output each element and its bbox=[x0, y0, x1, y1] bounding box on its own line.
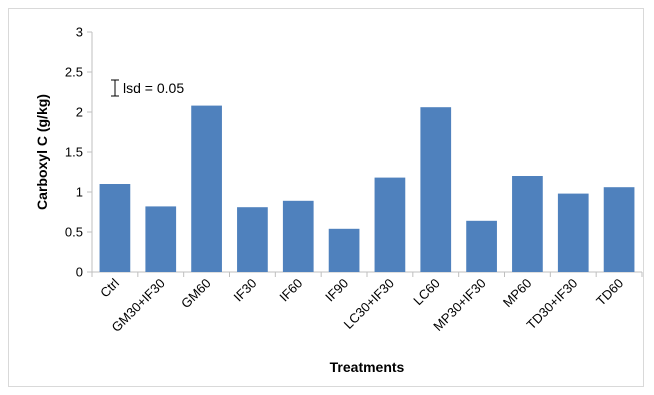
lsd-annotation: lsd = 0.05 bbox=[123, 80, 184, 96]
bar-if30 bbox=[237, 207, 268, 272]
x-tick-label: MP60 bbox=[500, 276, 535, 311]
bar-lc60 bbox=[420, 107, 452, 272]
bar-lc30-if30 bbox=[374, 177, 406, 272]
y-tick-label: 3 bbox=[76, 25, 83, 40]
x-tick-label: IF90 bbox=[322, 276, 351, 305]
bar-ctrl bbox=[99, 184, 131, 272]
bar-mp30-if30 bbox=[466, 220, 497, 272]
bar-gm60 bbox=[191, 105, 222, 272]
y-ticks-group: 0 0.5 1 1.5 2 2.5 3 bbox=[65, 25, 92, 280]
y-tick-label: 2.5 bbox=[65, 65, 83, 80]
x-tick-label: IF30 bbox=[231, 276, 260, 305]
x-tick-label: IF60 bbox=[276, 276, 305, 305]
y-tick-label: 1 bbox=[76, 185, 83, 200]
x-tick-label: Ctrl bbox=[97, 275, 122, 300]
bar-if90 bbox=[328, 228, 360, 272]
bar-td60 bbox=[603, 187, 635, 272]
x-tick-label: LC60 bbox=[410, 276, 443, 309]
y-tick-label: 0.5 bbox=[65, 225, 83, 240]
bars-group bbox=[99, 105, 635, 272]
x-axis-title: Treatments bbox=[330, 359, 405, 375]
x-tick-label: GM60 bbox=[178, 276, 214, 312]
lsd-error-bar bbox=[111, 79, 119, 97]
y-tick-label: 0 bbox=[76, 265, 83, 280]
x-tick-label: LC30+IF30 bbox=[341, 276, 397, 332]
y-tick-label: 1.5 bbox=[65, 145, 83, 160]
bar-mp60 bbox=[512, 176, 543, 272]
y-tick-label: 2 bbox=[76, 105, 83, 120]
bar-gm30-if30 bbox=[145, 206, 177, 272]
bar-td30-if30 bbox=[557, 193, 589, 272]
bar-if60 bbox=[282, 200, 314, 272]
y-axis-title: Carboxyl C (g/kg) bbox=[34, 94, 50, 210]
x-tick-label: TD60 bbox=[593, 276, 626, 309]
